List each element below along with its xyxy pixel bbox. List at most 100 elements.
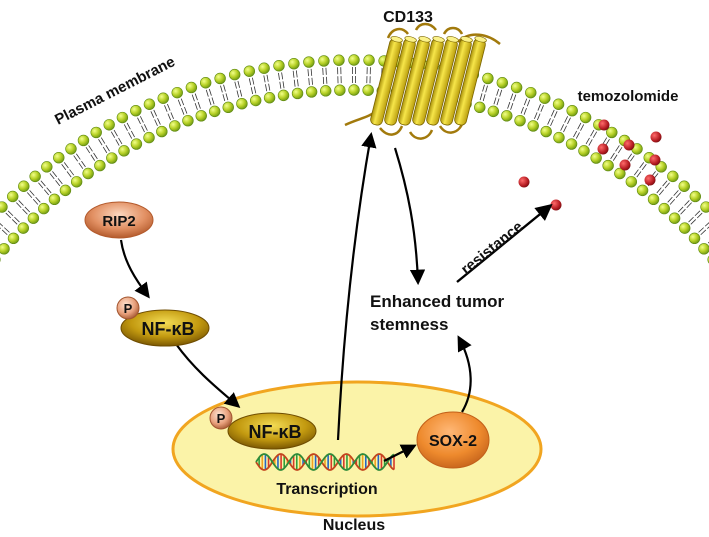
lipid-tail	[110, 129, 123, 146]
lipid-head-outer	[689, 190, 701, 203]
lipid-head-inner	[590, 152, 602, 164]
lipid-head-outer	[90, 126, 102, 139]
lipid-head-outer	[18, 180, 30, 192]
temozolomide-dot	[597, 143, 609, 155]
lipid-head-outer	[258, 62, 270, 74]
enhanced-stemness-line2: stemness	[370, 315, 448, 334]
lipid-head-inner	[602, 159, 614, 172]
lipid-head-outer	[116, 111, 129, 124]
lipid-head-inner	[0, 243, 10, 255]
cd133-helix-cylinder	[426, 36, 459, 126]
temozolomide-dot	[550, 199, 562, 211]
lipid-head-outer	[143, 98, 156, 110]
lipid-head-outer	[318, 55, 330, 67]
lipid-tail	[560, 116, 571, 133]
lipid-tail	[633, 162, 647, 178]
lipid-tail	[5, 210, 20, 225]
phospho-node-cytoplasm	[116, 296, 140, 320]
lipid-head-outer	[539, 92, 551, 104]
lipid-head-outer	[157, 92, 169, 104]
lipid-head-inner	[688, 232, 701, 245]
lipid-head-inner	[487, 105, 500, 118]
lipid-head-inner	[625, 176, 638, 188]
lipid-head-inner	[334, 84, 346, 96]
temozolomide-dot	[518, 176, 530, 188]
lipid-head-inner	[222, 101, 234, 114]
lipid-head-inner	[106, 152, 118, 164]
lipid-head-outer	[579, 111, 592, 124]
lipid-tail	[667, 190, 682, 205]
lipid-tail	[234, 80, 243, 98]
lipid-head-inner	[578, 145, 590, 157]
lipid-head-inner	[156, 125, 168, 138]
rip2-label: RIP2	[102, 213, 135, 230]
arrow-sox2-to-stemness	[457, 335, 472, 413]
lipid-head-outer	[333, 54, 345, 66]
phospho-label-nucleus: P	[217, 411, 226, 426]
cd133-helix-cylinder	[454, 36, 487, 126]
lipid-tail	[351, 67, 357, 83]
plasma-membrane-label: Plasma membrane	[52, 53, 178, 128]
temozolomide-dot	[650, 131, 662, 143]
arrow-nfkb-to-nucleus	[175, 343, 241, 409]
phospho-node-nucleus	[209, 406, 233, 430]
nucleus-label: Nucleus	[323, 517, 385, 534]
cd133-helix-cylinder	[370, 36, 403, 126]
temozolomide-dot	[619, 159, 631, 171]
lipid-tail	[73, 153, 86, 169]
cd133-protein-icon	[344, 22, 501, 140]
nfkb-label-cytoplasm: NF-κB	[141, 319, 194, 339]
nfkb-node-nucleus	[227, 412, 317, 450]
lipid-head-inner	[130, 138, 143, 150]
cd133-helix-cylinder	[384, 36, 417, 126]
lipid-tail	[191, 93, 201, 110]
enhanced-stemness-line1: Enhanced tumor	[370, 292, 505, 311]
lipid-head-inner	[668, 212, 681, 224]
arrow-transcription-to-cd133	[336, 131, 377, 441]
lipid-head-inner	[501, 110, 513, 122]
lipid-head-inner	[182, 114, 194, 127]
lipid-head-outer	[288, 57, 300, 70]
lipid-tail	[38, 180, 52, 196]
arrow-cd133-to-stemness	[393, 147, 426, 286]
arrow-resistance	[456, 203, 553, 283]
lipid-tail	[85, 145, 98, 161]
lipid-head-outer	[496, 77, 509, 89]
lipid-head-inner	[143, 131, 155, 144]
lipid-head-outer	[199, 77, 212, 89]
lipid-tail	[366, 67, 371, 84]
lipid-tail	[263, 74, 271, 92]
lipid-head-outer	[482, 72, 494, 85]
lipid-head-outer	[552, 98, 565, 110]
cd133-helix-cylinder	[412, 36, 445, 126]
resistance-label: resistance	[458, 218, 526, 278]
lipid-tail	[292, 70, 299, 87]
lipid-head-inner	[236, 98, 248, 110]
lipid-head-outer	[348, 54, 360, 66]
lipid-head-outer	[65, 143, 77, 155]
lipid-head-inner	[82, 167, 94, 180]
lipid-head-outer	[53, 151, 65, 164]
lipid-tail	[677, 200, 692, 215]
lipid-head-outer	[510, 81, 523, 94]
lipid-tail	[61, 162, 75, 178]
lipid-head-inner	[59, 184, 72, 197]
arrow-rip2-to-nfkb	[119, 239, 150, 299]
lipid-head-inner	[70, 176, 83, 188]
lipid-tail	[177, 98, 188, 115]
lipid-head-inner	[320, 85, 332, 97]
temozolomide-label: temozolomide	[578, 88, 679, 105]
nfkb-node-cytoplasm	[120, 309, 210, 347]
lipid-head-inner	[527, 120, 539, 132]
cd133-intracellular-loops	[379, 123, 464, 140]
lipid-head-inner	[305, 86, 318, 98]
lipid-head-outer	[228, 68, 241, 81]
lipid-head-inner	[614, 167, 626, 180]
lipid-tail	[248, 77, 257, 95]
lipid-head-inner	[17, 222, 29, 234]
sox2-label: SOX-2	[429, 433, 477, 450]
lipid-head-inner	[565, 138, 578, 150]
lipid-tail	[698, 222, 709, 236]
